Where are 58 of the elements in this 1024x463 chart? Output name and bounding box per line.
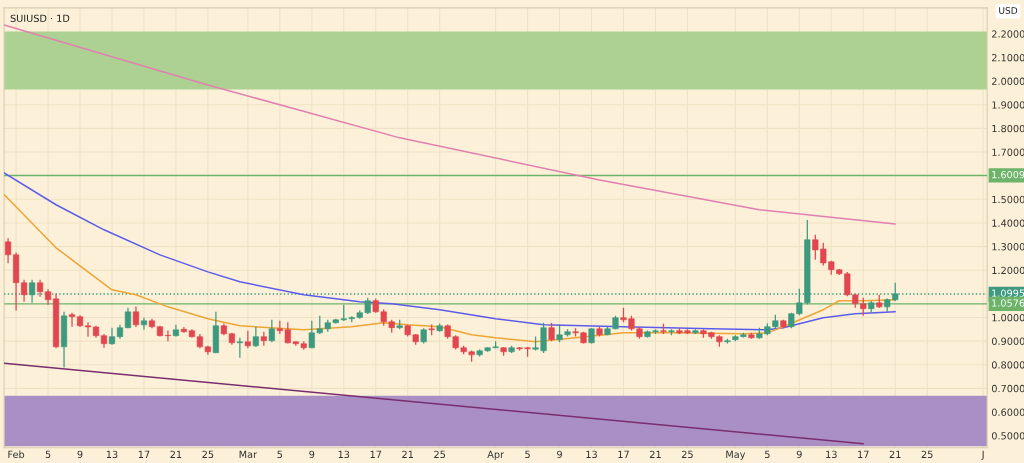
x-tick-label: 21 (402, 450, 413, 458)
y-tick-label: 1.0000 (992, 313, 1024, 322)
candlestick (244, 330, 251, 349)
x-tick-label: 13 (338, 450, 350, 459)
x-tick-label: 17 (618, 450, 629, 458)
y-tick-label: 0.9000 (991, 337, 1024, 345)
x-tick-label: 17 (138, 450, 150, 458)
x-tick-label: 21 (649, 450, 661, 458)
y-tick-label: 2.2000 (992, 30, 1024, 38)
x-tick-label: 13 (826, 450, 837, 459)
x-tick-label: Feb (8, 450, 25, 459)
candlestick (132, 305, 140, 328)
x-tick-label: 25 (681, 450, 693, 459)
ref-line-label: 1.6009 (992, 170, 1024, 179)
x-tick-label: J (981, 450, 984, 460)
x-tick-label: 17 (858, 450, 869, 458)
x-tick-label: 25 (434, 450, 446, 459)
x-tick-label: 5 (525, 450, 530, 459)
candlestick (236, 337, 243, 359)
y-tick-label: 2.1000 (992, 53, 1024, 62)
y-tick-label: 1.3000 (992, 243, 1024, 251)
x-tick-label: 25 (921, 450, 933, 459)
x-tick-label: Mar (239, 450, 258, 459)
candlestick (68, 312, 76, 328)
x-tick-label: 13 (586, 450, 597, 459)
x-tick-label: 9 (796, 450, 802, 459)
x-tick-label: 9 (309, 450, 315, 459)
x-tick-label: 5 (277, 450, 283, 459)
candlestick (84, 321, 92, 338)
x-tick-label: May (726, 450, 746, 460)
y-tick-label: 1.8000 (992, 124, 1024, 133)
text: SUIUSD · 1D (10, 14, 70, 22)
x-tick-label: 5 (765, 450, 770, 459)
y-tick-label: 1.5000 (992, 195, 1024, 204)
x-tick-label: 21 (170, 450, 182, 458)
candlestick (140, 317, 148, 331)
y-tick-label: 1.9000 (992, 101, 1024, 109)
y-axis-title: USD (999, 7, 1018, 14)
candlestick (548, 322, 555, 342)
x-tick-label: 9 (77, 450, 83, 459)
y-tick-label: 0.5000 (991, 432, 1024, 440)
y-tick-label: 2.0000 (992, 77, 1024, 85)
x-tick-label: 21 (889, 450, 901, 458)
x-tick-label: 5 (45, 450, 51, 459)
y-tick-label: 1.2000 (992, 266, 1024, 275)
x-tick-label: Apr (487, 450, 505, 460)
y-tick-label: 0.7000 (991, 384, 1024, 393)
x-tick-label: 9 (557, 450, 562, 459)
candlestick (268, 319, 275, 343)
ref-line-label: 1.0576 (992, 299, 1024, 307)
ref-line-label: 1.0995 (992, 289, 1024, 297)
y-tick-label: 0.6000 (991, 408, 1024, 416)
x-tick-label: 13 (106, 450, 118, 459)
y-tick-label: 1.4000 (992, 219, 1024, 227)
x-tick-label: 25 (202, 450, 214, 459)
x-tick-label: 17 (370, 450, 382, 458)
y-tick-label: 1.7000 (992, 148, 1024, 156)
y-tick-label: 0.8000 (991, 361, 1024, 369)
